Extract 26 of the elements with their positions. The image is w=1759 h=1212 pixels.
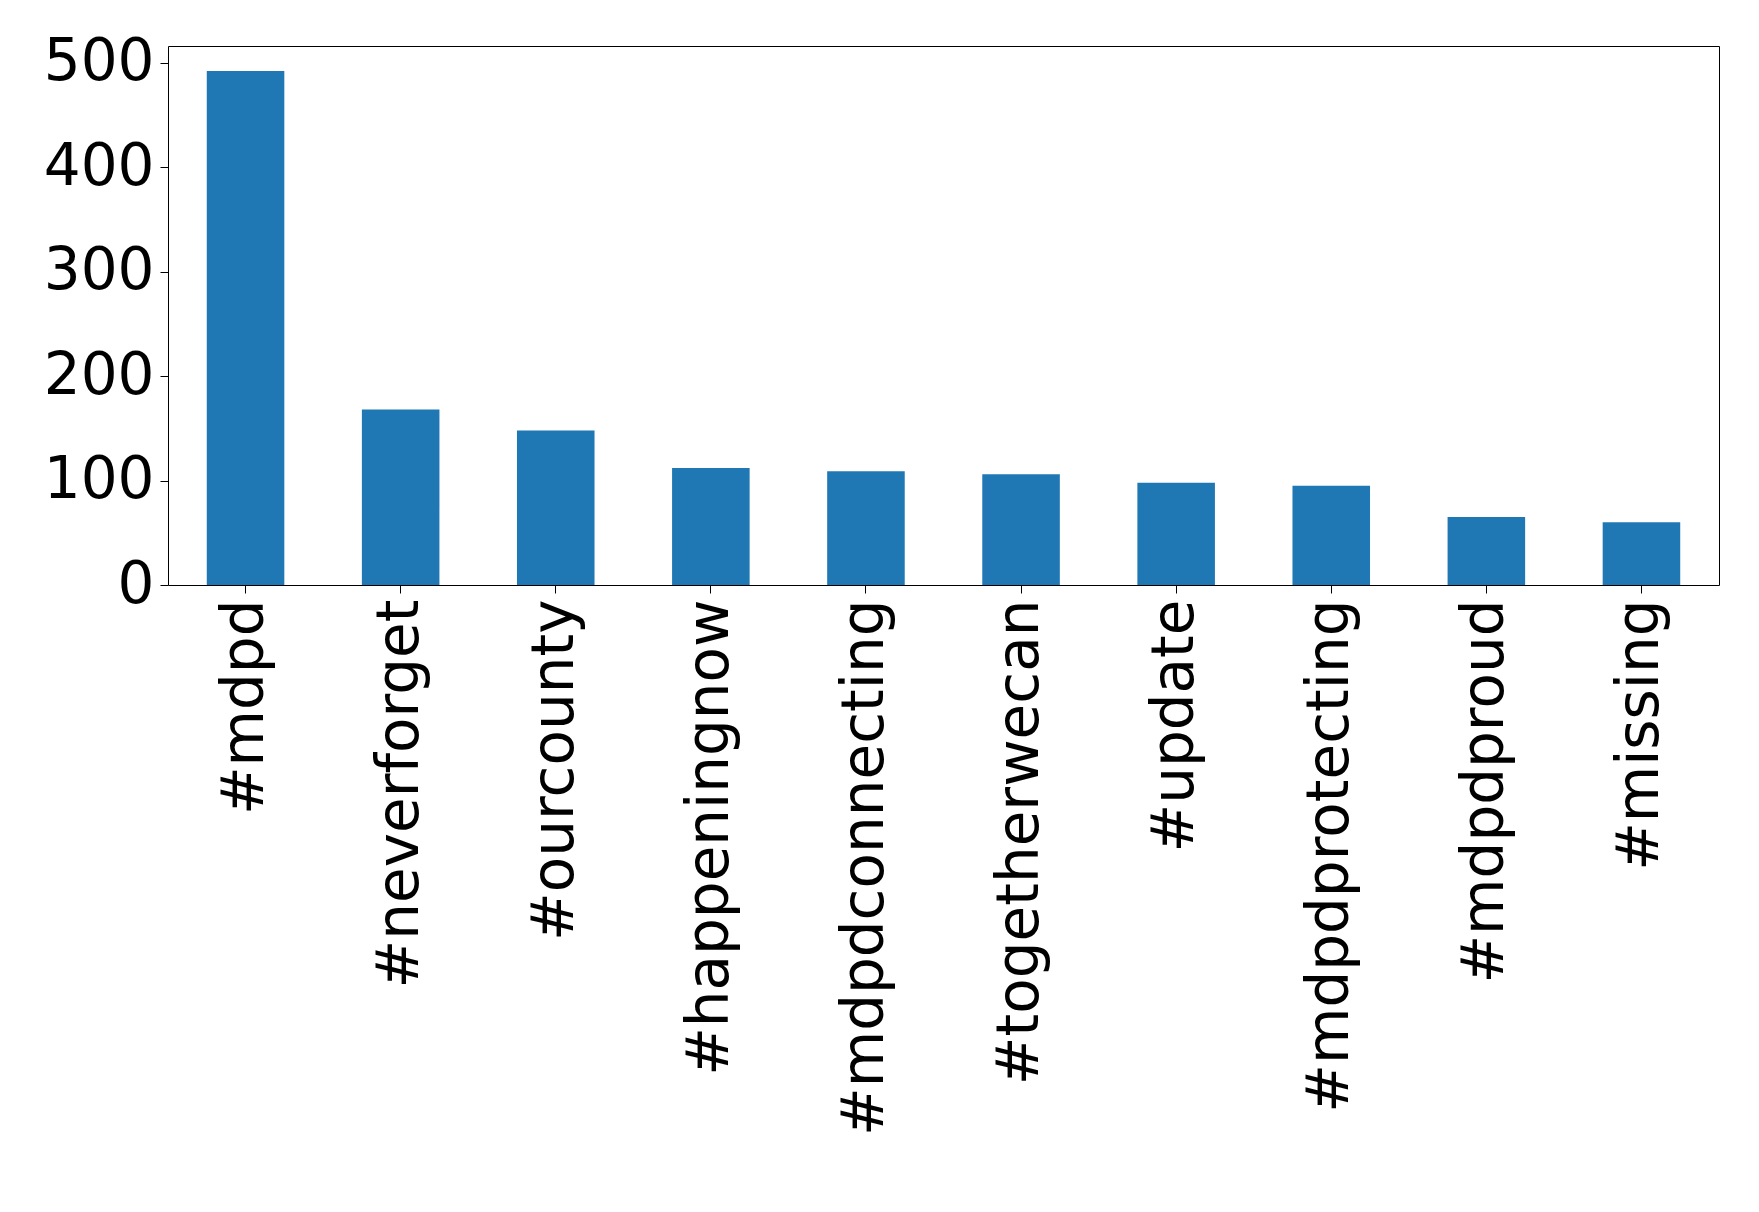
bar (1447, 517, 1526, 585)
bar (1137, 482, 1215, 585)
x-tick-label: #mdpdproud (1449, 599, 1518, 984)
x-tick-label: #togetherwecan (984, 599, 1053, 1086)
y-tick-label: 100 (43, 444, 155, 513)
x-tick-label: #neverforget (363, 599, 432, 989)
bar (827, 471, 905, 585)
x-tick-label: #mdpdprotecting (1294, 599, 1363, 1113)
x-tick-label: #mdpd (208, 599, 277, 816)
bar (206, 71, 285, 585)
y-tick-label: 400 (43, 130, 155, 199)
y-tick-label: 0 (117, 548, 155, 617)
bar (672, 468, 750, 585)
bar (982, 474, 1060, 585)
x-tick-label: #mdpdconnecting (828, 599, 897, 1136)
y-tick-label: 200 (43, 339, 155, 408)
y-tick-label: 300 (43, 235, 155, 304)
bar (361, 409, 440, 585)
bar (1602, 522, 1681, 585)
x-tick-label: #happeningnow (673, 599, 742, 1076)
x-tick-label: #missing (1604, 599, 1673, 871)
y-tick-label: 500 (43, 26, 155, 95)
bar (1292, 485, 1371, 585)
x-tick-label: #update (1139, 599, 1208, 853)
x-tick-label: #ourcounty (518, 599, 587, 941)
bar (516, 430, 595, 585)
